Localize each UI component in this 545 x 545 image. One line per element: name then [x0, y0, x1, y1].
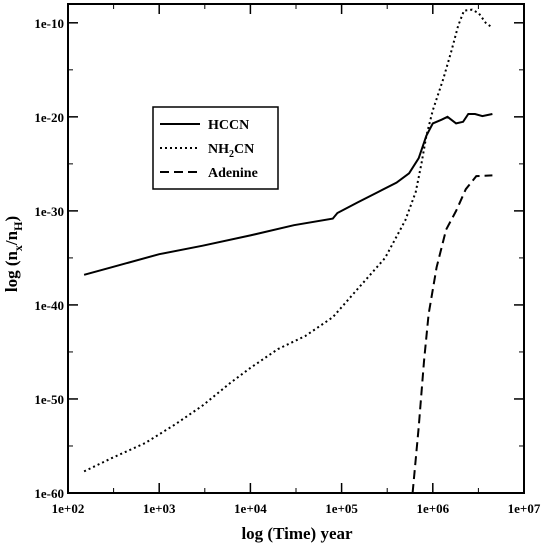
y-tick-label: 1e-40 [34, 298, 64, 313]
x-tick-label: 1e+07 [508, 501, 541, 516]
series-line-hccn [83, 113, 493, 276]
x-tick-label: 1e+03 [143, 501, 176, 516]
x-tick-label: 1e+05 [325, 501, 358, 516]
y-tick-label: 1e-30 [34, 204, 64, 219]
legend-label-adenine: Adenine [208, 166, 258, 181]
plot-area [67, 3, 525, 494]
y-tick-label: 1e-20 [34, 110, 64, 125]
y-tick-label: 1e-60 [34, 486, 64, 501]
legend-label-hccn: HCCN [208, 118, 249, 133]
y-axis-label: log (nx/nH) [2, 216, 25, 292]
x-axis-label: log (Time) year [241, 524, 353, 543]
series-line-nh2cn [83, 8, 493, 473]
x-tick-label: 1e+02 [52, 501, 85, 516]
x-tick-label: 1e+06 [416, 501, 449, 516]
legend-label-nh2cn: NH2CN [208, 142, 254, 160]
y-tick-label: 1e-10 [34, 16, 64, 31]
y-tick-label: 1e-50 [34, 392, 64, 407]
series-line-adenine [411, 174, 493, 494]
x-tick-label: 1e+04 [234, 501, 267, 516]
legend: HCCN NH2CN Adenine [152, 106, 279, 190]
legend-box [152, 106, 279, 190]
